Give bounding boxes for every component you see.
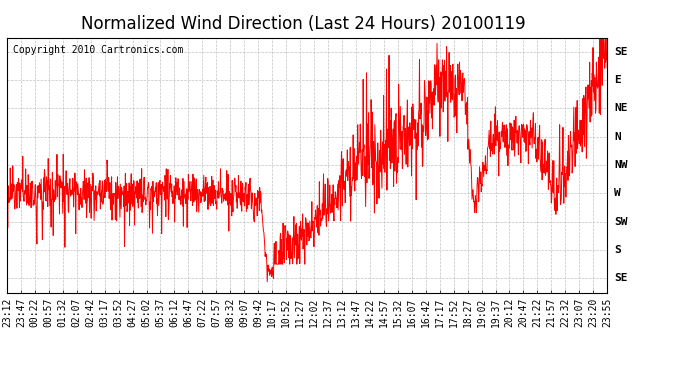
Text: SE: SE bbox=[614, 46, 628, 57]
Text: NE: NE bbox=[614, 104, 628, 113]
Text: W: W bbox=[614, 188, 621, 198]
Text: N: N bbox=[614, 132, 621, 142]
Text: Copyright 2010 Cartronics.com: Copyright 2010 Cartronics.com bbox=[13, 45, 184, 55]
Text: SW: SW bbox=[614, 217, 628, 226]
Text: SE: SE bbox=[614, 273, 628, 284]
Text: NW: NW bbox=[614, 160, 628, 170]
Text: Normalized Wind Direction (Last 24 Hours) 20100119: Normalized Wind Direction (Last 24 Hours… bbox=[81, 15, 526, 33]
Text: S: S bbox=[614, 245, 621, 255]
Text: E: E bbox=[614, 75, 621, 85]
